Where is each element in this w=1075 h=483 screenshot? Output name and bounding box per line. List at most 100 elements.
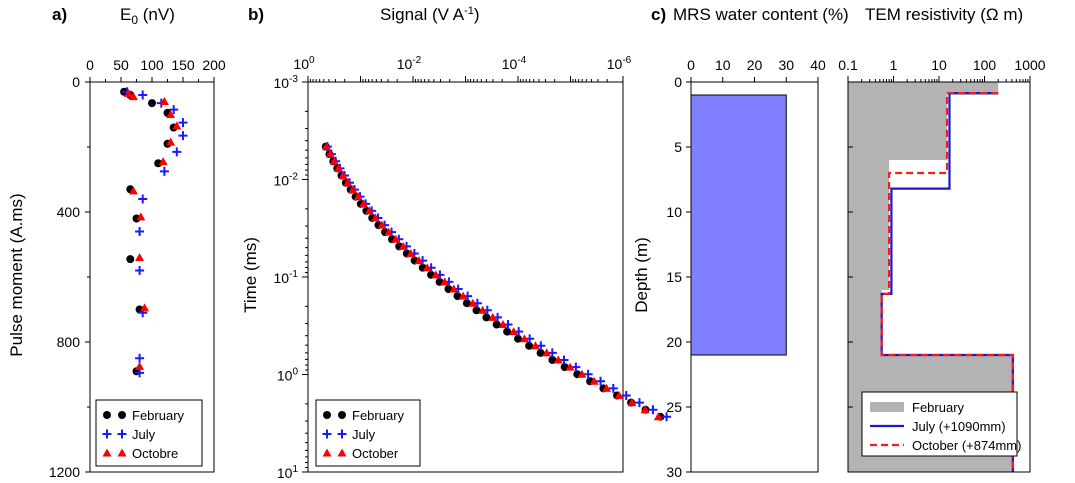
panel-b-point-circle	[514, 334, 522, 343]
panel-c-ytick-label: 20	[666, 334, 682, 350]
panel-b-xtick-label: 10-6	[607, 55, 632, 72]
panel-a-point-triangle	[136, 212, 146, 221]
panel-b-point-triangle	[614, 390, 624, 399]
panel-b-point-triangle	[577, 369, 587, 378]
panel-a-point-plus	[138, 194, 148, 204]
panel-b-point-triangle	[398, 241, 408, 250]
panel-d-tem-resistivity: TEM resistivity (Ω m) 0.1 1 10 100 1000 Febr…	[838, 5, 1046, 473]
panel-c-ylabel: Depth (m)	[632, 237, 651, 313]
panel-d-xtick-label: 1	[890, 57, 898, 73]
panel-a-point-plus	[169, 105, 179, 115]
panel-b-point-plus	[662, 412, 672, 422]
panel-b-point-triangle	[478, 305, 488, 314]
panel-b-legend-marker	[322, 448, 332, 457]
panel-b-legend-label: July	[352, 427, 376, 442]
panel-b-point-triangle	[542, 348, 552, 357]
panel-b-point-triangle	[602, 383, 612, 392]
panel-b-point-triangle	[449, 284, 459, 293]
panel-a-pulse-moment: a) E0 (nV) Pulse moment (A.ms) 0 50 100 150…	[7, 5, 226, 480]
panel-a-ylabel: Pulse moment (A.ms)	[7, 193, 26, 356]
panel-b-point-triangle	[334, 163, 344, 172]
panel-b-point-circle	[503, 327, 512, 336]
panel-a-point-plus	[178, 118, 188, 128]
panel-c-ytick-label: 0	[674, 74, 682, 90]
panel-a-ytick-label: 1200	[49, 464, 80, 480]
panel-a-legend-label: Octobre	[132, 446, 178, 461]
panel-b-legend-marker	[337, 448, 347, 457]
panel-a-point-plus	[138, 90, 148, 100]
panel-d-legend: February July (+1090mm) October (+874mm)	[861, 391, 1021, 457]
panel-a-point-plus	[172, 147, 182, 157]
panel-a-legend-marker	[103, 411, 111, 419]
panel-b-point-triangle	[348, 185, 358, 194]
panel-a-point-triangle	[166, 137, 176, 146]
panel-a-legend-box	[95, 399, 203, 467]
panel-a-point-circle	[132, 214, 141, 223]
panel-b-point-triangle	[530, 341, 540, 350]
panel-a-point-circle	[148, 99, 156, 108]
panel-b-point-plus	[547, 348, 557, 358]
panel-b-point-triangle	[377, 220, 387, 229]
panel-a-ytick-label: 400	[57, 204, 81, 220]
panel-b-point-circle	[492, 320, 501, 329]
panel-a-point-triangle	[158, 157, 168, 166]
panel-b-legend-marker	[337, 429, 347, 439]
panel-b-xtick-label: 10-4	[502, 55, 527, 72]
panel-a-point-circle	[135, 305, 144, 314]
panel-b-point-triangle	[414, 256, 424, 265]
panel-b-ytick-label: 10-3	[274, 74, 299, 91]
panel-c-label: c)	[651, 5, 666, 24]
panel-c-xtick-label: 10	[715, 57, 731, 73]
panel-a-xtick-label: 100	[140, 57, 164, 73]
panel-b-ytick-label: 10-2	[274, 172, 299, 189]
panel-b-point-plus	[559, 355, 569, 365]
panel-a-legend-marker	[102, 429, 112, 439]
panel-b-point-plus	[648, 405, 658, 415]
panel-b-point-triangle	[565, 362, 575, 371]
panel-d-line-dashed	[880, 91, 1014, 472]
panel-a-legend-label: February	[132, 408, 185, 423]
panel-b-legend-label: October	[352, 446, 399, 461]
panel-b-point-triangle	[653, 412, 663, 421]
panel-b-point-triangle	[384, 227, 394, 236]
panel-b-point-triangle	[640, 405, 650, 414]
panel-a-point-triangle	[135, 361, 145, 370]
panel-b-point-triangle	[370, 213, 380, 222]
panel-b-decay-curves: b) Signal (V A-1) Time (ms) 100 10-2 10-4 1…	[241, 5, 672, 481]
panel-b-point-triangle	[498, 320, 508, 329]
panel-b-legend-marker	[323, 411, 331, 419]
panel-b-point-circle	[482, 313, 491, 322]
panel-b-point-triangle	[364, 206, 374, 215]
panel-b-point-triangle	[359, 199, 369, 208]
panel-d-xtick-label: 100	[973, 57, 997, 73]
panel-a-point-plus	[159, 166, 169, 176]
panel-a-point-plus	[135, 266, 145, 275]
panel-b-point-plus	[608, 383, 618, 393]
panel-b-ytick-label: 10-1	[274, 269, 299, 286]
panel-d-xlabel: TEM resistivity (Ω m)	[865, 5, 1023, 24]
panel-b-legend-marker	[322, 429, 332, 439]
panel-a-point-plus	[135, 353, 145, 363]
panel-b-point-triangle	[440, 277, 450, 286]
panel-b-point-triangle	[321, 142, 331, 151]
panel-a-point-triangle	[140, 303, 150, 312]
panel-d-legend-label: February	[912, 400, 965, 415]
panel-a-point-triangle	[166, 110, 176, 118]
panel-c-xlabel: MRS water content (%)	[673, 5, 849, 24]
panel-a-point-triangle	[135, 253, 145, 261]
panel-d-xtick-label: 10	[931, 57, 947, 73]
panel-c-ytick-label: 25	[666, 399, 682, 415]
panel-b-point-plus	[634, 398, 644, 408]
panel-d-legend-swatch	[870, 402, 904, 412]
panel-a-point-triangle	[172, 121, 182, 130]
panel-a-legend-marker	[117, 448, 127, 457]
panel-a-xtick-label: 200	[202, 57, 226, 73]
panel-b-point-triangle	[488, 312, 498, 321]
panel-b-point-plus	[583, 369, 593, 379]
panel-b-legend-box	[315, 399, 421, 467]
panel-c-ytick-label: 30	[666, 464, 682, 480]
panel-c-water-layer	[690, 94, 787, 356]
panel-d-area-february	[848, 82, 1015, 472]
panel-b-point-triangle	[458, 291, 468, 300]
panel-b-point-circle	[536, 348, 545, 357]
